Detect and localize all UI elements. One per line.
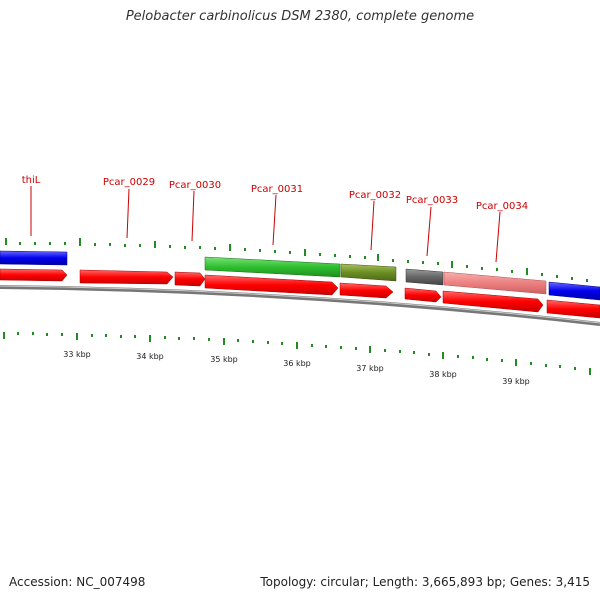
gene-label-thil: thiL <box>22 175 41 186</box>
gene-bar-pcar-0034 <box>443 271 547 295</box>
genome-backbone <box>0 285 600 326</box>
cds-arrow <box>404 287 442 303</box>
gene-label-pcar-0029: Pcar_0029 <box>103 177 155 188</box>
kbp-label: 38 kbp <box>429 370 457 379</box>
cds-arrow <box>339 282 394 299</box>
kbp-label: 33 kbp <box>63 350 91 359</box>
kbp-label: 35 kbp <box>210 355 238 364</box>
gene-label-pcar-0033: Pcar_0033 <box>406 195 458 206</box>
map-title: Pelobacter carbinolicus DSM 2380, comple… <box>125 9 475 24</box>
accession-text: Accession: NC_007498 <box>9 575 146 589</box>
cds-arrow <box>79 269 174 285</box>
genome-info-text: Topology: circular; Length: 3,665,893 bp… <box>260 575 590 589</box>
cds-arrow <box>546 299 600 319</box>
cds-arrow <box>442 290 544 313</box>
genome-backbone-highlight <box>0 285 600 324</box>
gene-bar-pcar-0031 <box>204 256 341 278</box>
cds-arrow <box>204 274 339 296</box>
gene-label-pcar-0030: Pcar_0030 <box>169 180 221 191</box>
gene-bar-thil <box>0 250 68 266</box>
upper-tick-marks <box>5 238 588 282</box>
lower-tick-marks <box>3 332 591 375</box>
cds-arrow <box>174 271 206 287</box>
gene-bar-pcar-0032 <box>340 263 397 282</box>
kbp-label: 39 kbp <box>502 377 530 386</box>
cds-arrow <box>0 268 68 282</box>
gene-label-pcar-0031: Pcar_0031 <box>251 184 303 195</box>
kbp-label: 37 kbp <box>356 364 384 373</box>
cds-strand <box>0 268 600 319</box>
kbp-label: 36 kbp <box>283 359 311 368</box>
label-leader-lines <box>30 186 501 263</box>
gene-bar-next <box>548 281 600 301</box>
gene-label-pcar-0034: Pcar_0034 <box>476 201 528 212</box>
gene-bar-pcar-0033 <box>405 268 444 286</box>
kbp-label: 34 kbp <box>136 352 164 361</box>
gene-label-pcar-0032: Pcar_0032 <box>349 190 401 201</box>
